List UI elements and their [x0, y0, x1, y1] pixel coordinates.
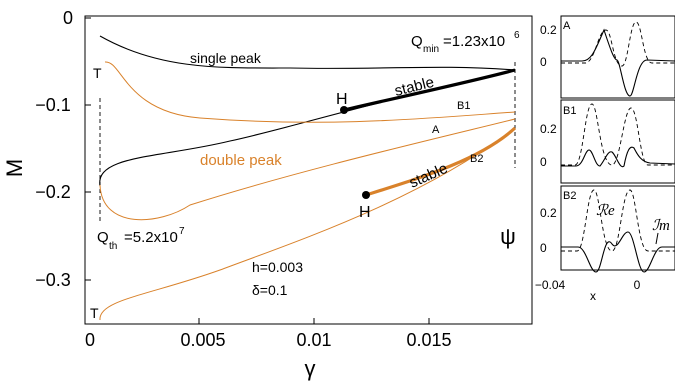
x-axis-label: γ [305, 356, 316, 381]
b2-label: B2 [470, 153, 483, 165]
qth-exponent: 7 [179, 226, 185, 237]
series-line-b2 [99, 127, 516, 321]
stable-segment-black [343, 68, 516, 112]
b1-label: B1 [457, 100, 470, 112]
single-peak-label: single peak [190, 50, 262, 66]
inset-frame [560, 15, 675, 99]
re-curve [561, 189, 675, 252]
re-curve [561, 21, 675, 67]
y-axis-label: M [2, 159, 27, 177]
re-curve [561, 103, 675, 166]
h-parameter: h=0.003 [252, 259, 303, 275]
psi-axis-label: ψ [500, 224, 516, 249]
inset-panels: ψ A 0.2 0 B1 0.2 0 B2 0.2 0 ℛe [500, 15, 675, 303]
y-tick-label: −0.2 [35, 182, 71, 202]
inset-y-tick: 0.2 [540, 23, 557, 37]
qmin-q: Q [411, 33, 423, 50]
series-line-single-peak [99, 35, 516, 71]
inset-y-tick: 0.2 [540, 122, 557, 136]
qth-value: =5.2x10 [124, 229, 178, 246]
x-tick-label: 0 [85, 330, 95, 350]
inset-label: B1 [563, 105, 576, 117]
hopf-point [340, 106, 348, 114]
im-pointer [655, 232, 659, 245]
delta-parameter: δ=0.1 [252, 282, 288, 298]
im-curve [561, 146, 675, 168]
y-tick-label: 0 [63, 8, 73, 28]
main-plot: 0 −0.1 −0.2 −0.3 0 0.005 0.01 0.015 γ M … [2, 8, 533, 381]
hopf-label: H [336, 91, 348, 108]
inset-x-tick: 0 [634, 278, 641, 292]
inset-y-tick: 0 [540, 155, 547, 169]
inset-y-tick: 0.2 [540, 206, 557, 220]
inset-label: B2 [563, 190, 576, 202]
im-label: ℐm [652, 218, 670, 234]
im-curve [561, 231, 675, 273]
qth-q: Q [97, 229, 109, 246]
series-line-a [99, 118, 516, 221]
a-label: A [432, 124, 440, 136]
qmin-value: =1.23x10 [443, 33, 505, 50]
qmin-annotation: Q min =1.23x10 6 [411, 30, 520, 55]
inset-panel-b1: B1 0.2 0 [540, 99, 675, 184]
x-tick-label: 0.015 [406, 330, 451, 350]
t-label-bottom: T [90, 305, 99, 321]
hopf-point [362, 191, 370, 199]
series-line-b1 [104, 61, 516, 123]
inset-label: A [563, 20, 571, 32]
re-label: ℛe [596, 203, 615, 219]
im-curve [561, 28, 675, 97]
inset-panel-a: A 0.2 0 [540, 15, 675, 99]
x-tick-label: 0.005 [180, 330, 225, 350]
main-plot-frame [84, 15, 533, 325]
inset-x-tick: −0.04 [535, 278, 566, 292]
inset-x-label: x [590, 289, 596, 303]
qth-annotation: Q th =5.2x10 7 [97, 226, 185, 252]
stable-label-bottom: stable [407, 160, 450, 192]
stable-segment-orange [365, 126, 517, 197]
inset-frame [560, 185, 675, 271]
qmin-subscript: min [423, 44, 439, 55]
inset-y-tick: 0 [540, 241, 547, 255]
inset-frame [560, 99, 675, 184]
stable-label-top: stable [393, 74, 436, 100]
x-tick-label: 0.01 [296, 330, 331, 350]
t-label-top: T [93, 65, 102, 81]
y-tick-label: −0.3 [35, 270, 71, 290]
double-peak-label: double peak [200, 152, 282, 169]
qmin-exponent: 6 [514, 30, 520, 41]
hopf-label: H [359, 204, 371, 221]
inset-y-tick: 0 [540, 55, 547, 69]
y-tick-label: −0.1 [35, 95, 71, 115]
qth-subscript: th [109, 241, 117, 252]
inset-panel-b2: B2 0.2 0 ℛe ℐm [540, 185, 675, 273]
